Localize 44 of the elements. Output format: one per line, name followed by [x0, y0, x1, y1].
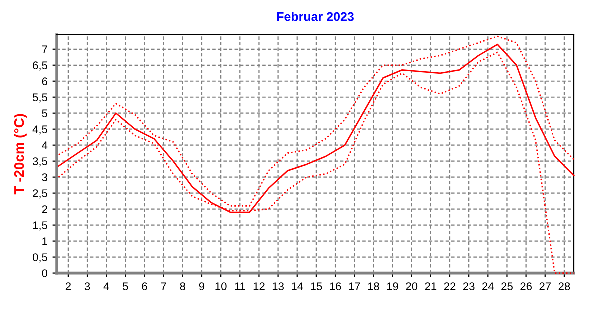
y-tick-label: 4	[42, 142, 48, 150]
y-tick-label: 0,5	[32, 254, 48, 263]
x-tick-label: 10	[216, 282, 227, 290]
y-tick-label: 4,5	[32, 126, 48, 135]
y-axis-title: T -20cm (°C)	[14, 114, 27, 195]
x-tick-label: 4	[104, 282, 110, 290]
x-tick-label: 8	[180, 282, 186, 290]
x-tick-label: 22	[444, 282, 456, 290]
x-tick-label: 5	[123, 282, 128, 290]
x-tick-label: 27	[540, 282, 552, 290]
y-tick-label: 3,5	[32, 158, 48, 167]
x-tick-label: 3	[84, 282, 90, 290]
x-tick-label: 16	[330, 282, 342, 290]
y-tick-label: 5	[42, 110, 48, 118]
x-tick-label: 20	[406, 282, 418, 290]
x-tick-label: 17	[349, 282, 360, 290]
x-tick-label: 25	[502, 282, 513, 290]
y-tick-label: 6	[42, 78, 48, 86]
x-tick-label: 24	[482, 282, 494, 290]
x-tick-label: 9	[199, 282, 205, 290]
y-tick-label: 7	[42, 46, 48, 54]
y-tick-label: 1,5	[33, 222, 48, 231]
y-tick-label: 2,5	[33, 190, 48, 199]
x-tick-label: 7	[161, 282, 166, 290]
x-tick-label: 2	[66, 282, 71, 290]
x-tick-label: 26	[520, 282, 532, 290]
x-tick-label: 11	[235, 282, 246, 290]
x-tick-label: 23	[463, 282, 475, 290]
y-tick-label: 2	[42, 206, 48, 214]
x-tick-label: 28	[558, 282, 570, 290]
x-tick-label: 18	[368, 282, 380, 290]
x-tick-label: 19	[387, 282, 398, 290]
y-tick-label: 5,5	[32, 94, 48, 103]
y-tick-label: 3	[42, 174, 48, 182]
x-tick-label: 15	[311, 282, 322, 290]
y-tick-label: 1	[42, 238, 48, 246]
x-tick-label: 12	[254, 282, 265, 290]
chart-title: Februar 2023	[277, 12, 354, 22]
x-tick-label: 14	[292, 282, 304, 290]
x-tick-label: 6	[142, 282, 148, 290]
y-tick-label: 6,5	[33, 62, 48, 71]
x-tick-label: 13	[272, 282, 284, 290]
y-tick-label: 0	[42, 270, 48, 278]
x-tick-label: 21	[425, 282, 437, 290]
